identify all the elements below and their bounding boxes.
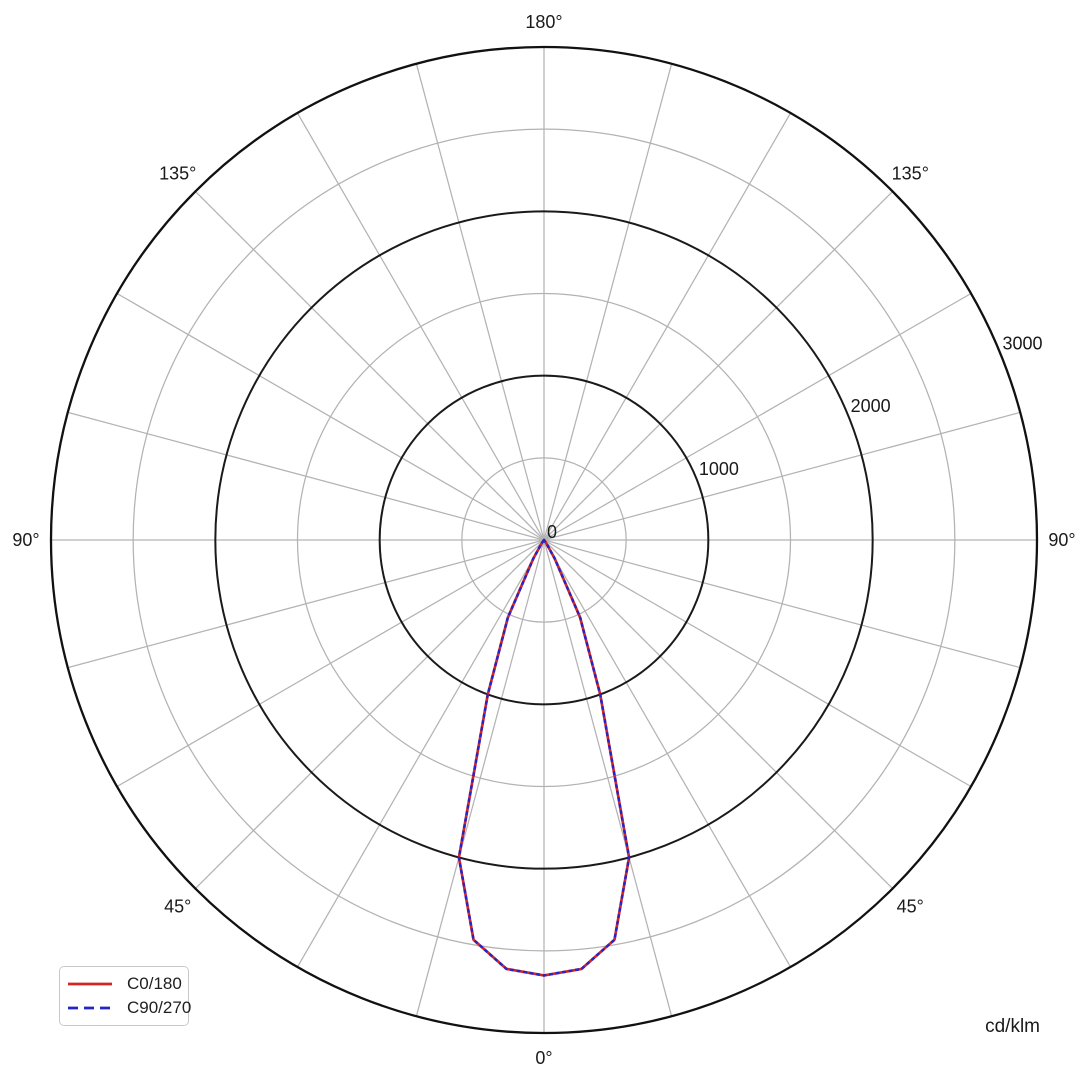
legend-line-c0-180-icon: [68, 982, 112, 986]
series-curve-c90-270: [457, 538, 631, 977]
units-label: cd/klm: [985, 1016, 1040, 1037]
legend-label-c90-270: C90/270: [127, 998, 192, 1017]
radial-gridline-major: [214, 210, 874, 870]
legend-label-c0-180: C0/180: [127, 974, 182, 993]
radial-gridline-minor: [132, 128, 956, 952]
radial-tick-label: 0: [547, 522, 557, 542]
angle-tick-label: 0°: [535, 1048, 552, 1068]
legend-item-c0-180: C0/180: [67, 972, 182, 996]
radial-tick-label: 3000: [1002, 333, 1042, 353]
angle-tick-label: 45°: [897, 896, 924, 916]
angle-tick-label: 90°: [1048, 530, 1075, 550]
radial-gridline-minor: [461, 457, 627, 623]
polar-axis-outline: [49, 45, 1039, 1035]
radial-gridline-minor: [296, 292, 792, 788]
radial-tick-label: 2000: [851, 396, 891, 416]
legend-item-c90-270: C90/270: [67, 996, 191, 1020]
angle-tick-label: 180°: [525, 12, 562, 32]
angle-tick-label: 90°: [12, 530, 39, 550]
angle-tick-label: 135°: [892, 164, 929, 184]
radial-gridline-major: [378, 374, 710, 706]
angle-tick-label: 135°: [159, 164, 196, 184]
radial-tick-label: 1000: [699, 459, 739, 479]
legend-line-c90-270-icon: [68, 1006, 112, 1010]
legend: C0/180 C90/270: [59, 966, 191, 1026]
angle-tick-label: 45°: [164, 896, 191, 916]
